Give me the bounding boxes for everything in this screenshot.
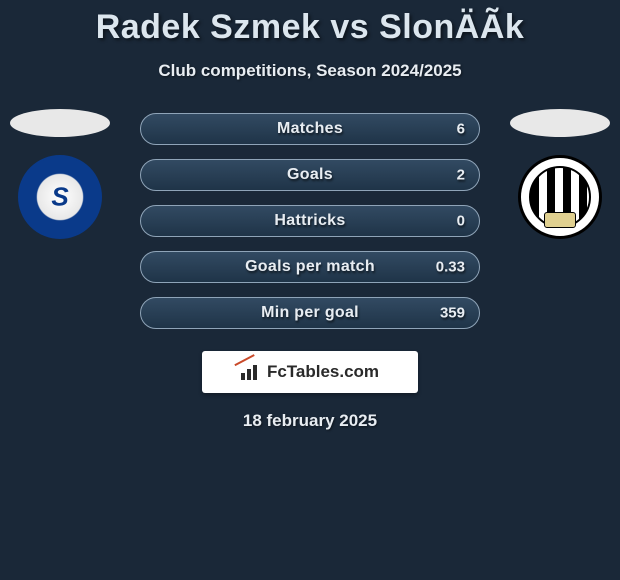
club-badge-right [518, 155, 602, 239]
stat-row-matches: Matches 6 [140, 113, 480, 145]
stat-row-min-per-goal: Min per goal 359 [140, 297, 480, 329]
stat-row-hattricks: Hattricks 0 [140, 205, 480, 237]
stat-row-goals: Goals 2 [140, 159, 480, 191]
stat-right-value: 0.33 [436, 259, 465, 276]
page-subtitle: Club competitions, Season 2024/2025 [0, 61, 620, 81]
stat-label: Goals per match [245, 258, 375, 276]
stat-label: Matches [277, 120, 343, 138]
club-badge-left [18, 155, 102, 239]
branding-text: FcTables.com [267, 362, 379, 382]
stat-right-value: 359 [440, 305, 465, 322]
comparison-content: Matches 6 Goals 2 Hattricks 0 Goals per … [0, 109, 620, 431]
stat-label: Goals [287, 166, 333, 184]
snapshot-date: 18 february 2025 [0, 411, 620, 431]
page-title: Radek Szmek vs SlonÄÃk [0, 0, 620, 47]
stat-right-value: 6 [457, 121, 465, 138]
stat-label: Hattricks [274, 212, 345, 230]
chart-icon [241, 364, 261, 380]
stat-label: Min per goal [261, 304, 359, 322]
branding-badge: FcTables.com [202, 351, 418, 393]
player-right-avatar [510, 109, 610, 137]
stat-row-goals-per-match: Goals per match 0.33 [140, 251, 480, 283]
stat-right-value: 0 [457, 213, 465, 230]
player-left-avatar [10, 109, 110, 137]
stats-list: Matches 6 Goals 2 Hattricks 0 Goals per … [140, 109, 480, 329]
stat-right-value: 2 [457, 167, 465, 184]
player-right-column [500, 109, 620, 239]
player-left-column [0, 109, 120, 239]
